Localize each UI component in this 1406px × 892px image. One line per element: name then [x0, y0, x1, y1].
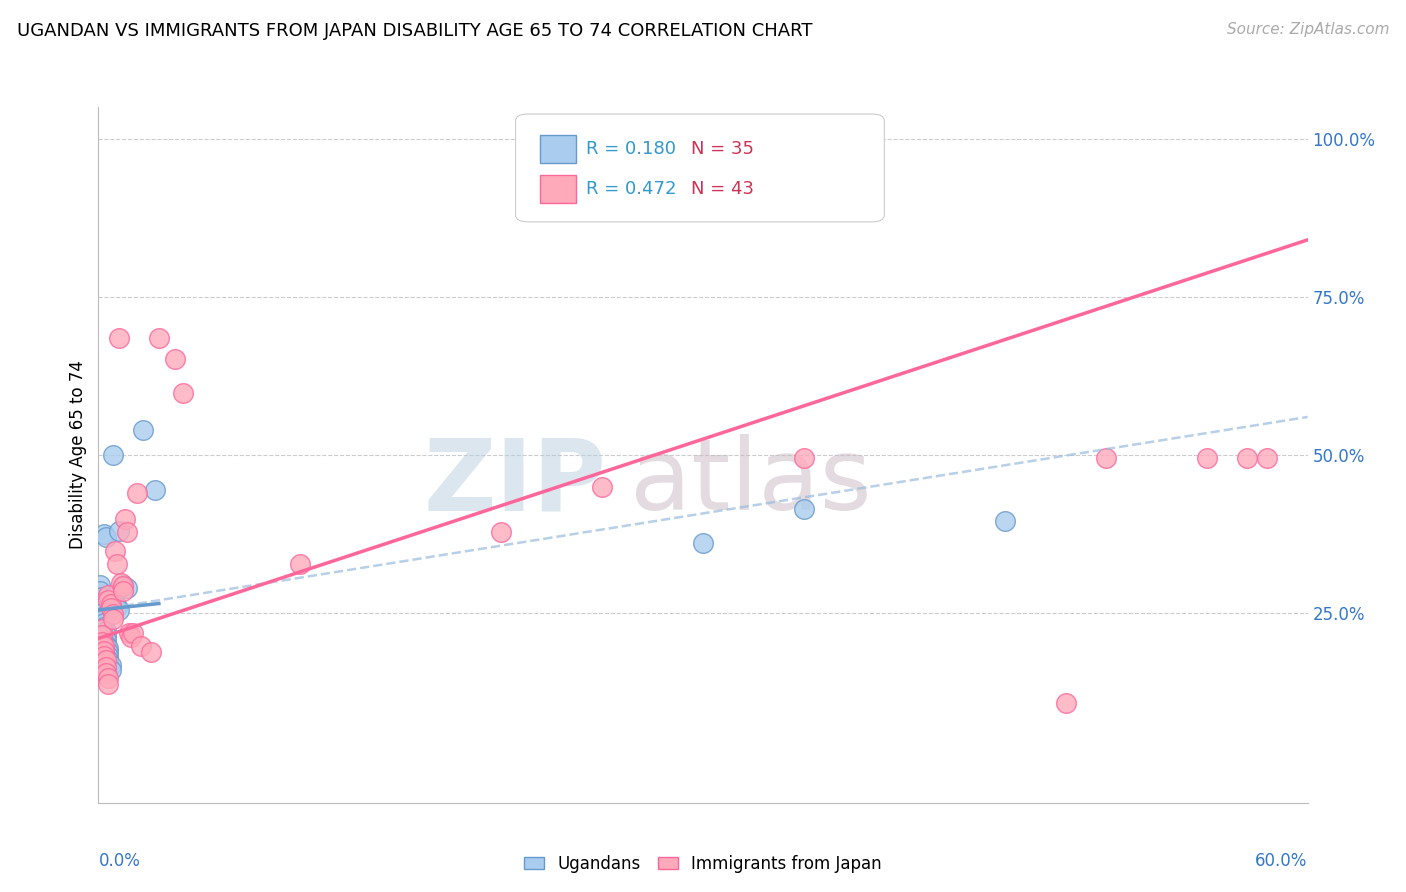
Point	[105, 557, 128, 571]
Point	[105, 599, 128, 614]
Point	[100, 657, 122, 672]
Point	[107, 524, 129, 538]
Point	[93, 644, 115, 658]
Point	[288, 557, 311, 571]
Point	[97, 593, 120, 607]
Point	[163, 351, 186, 366]
FancyBboxPatch shape	[516, 114, 884, 222]
Point	[97, 648, 120, 663]
FancyBboxPatch shape	[540, 135, 576, 162]
Point	[994, 514, 1017, 528]
Point	[103, 595, 125, 609]
Point	[125, 486, 148, 500]
Point	[97, 671, 120, 685]
Point	[114, 512, 136, 526]
Point	[89, 577, 111, 591]
Point	[96, 660, 118, 674]
Point	[103, 544, 125, 558]
Point	[115, 525, 138, 540]
Text: ZIP: ZIP	[423, 434, 606, 532]
Text: Source: ZipAtlas.com: Source: ZipAtlas.com	[1226, 22, 1389, 37]
Point	[1095, 451, 1118, 466]
Point	[115, 581, 138, 595]
Point	[97, 588, 120, 602]
Point	[1236, 451, 1258, 466]
Point	[129, 639, 152, 653]
Point	[793, 451, 815, 466]
Point	[101, 448, 124, 462]
Point	[100, 663, 122, 677]
Point	[91, 595, 114, 609]
Point	[1195, 451, 1218, 466]
Point	[148, 331, 170, 345]
Point	[100, 597, 122, 611]
Point	[1256, 451, 1278, 466]
Point	[89, 583, 111, 598]
Point	[101, 591, 124, 605]
Point	[132, 423, 155, 437]
Point	[91, 622, 114, 636]
Point	[97, 653, 120, 667]
Point	[120, 630, 142, 644]
Text: R = 0.472: R = 0.472	[586, 180, 676, 198]
Text: N = 35: N = 35	[690, 140, 754, 158]
Point	[101, 607, 124, 622]
Point	[101, 612, 124, 626]
Point	[93, 615, 115, 630]
Point	[93, 527, 115, 541]
Point	[93, 609, 115, 624]
Point	[96, 666, 118, 681]
Point	[110, 575, 132, 590]
Point	[491, 525, 513, 540]
Text: N = 43: N = 43	[690, 180, 754, 198]
Point	[111, 579, 134, 593]
Text: UGANDAN VS IMMIGRANTS FROM JAPAN DISABILITY AGE 65 TO 74 CORRELATION CHART: UGANDAN VS IMMIGRANTS FROM JAPAN DISABIL…	[17, 22, 813, 40]
Point	[111, 577, 134, 591]
Point	[91, 634, 114, 648]
Point	[93, 620, 115, 634]
Point	[93, 648, 115, 663]
Text: 60.0%: 60.0%	[1256, 852, 1308, 870]
Point	[591, 479, 613, 493]
Point	[91, 601, 114, 615]
Point	[97, 677, 120, 691]
Point	[121, 626, 143, 640]
Point	[93, 605, 115, 619]
Y-axis label: Disability Age 65 to 74: Disability Age 65 to 74	[69, 360, 87, 549]
Point	[107, 603, 129, 617]
Legend: Ugandans, Immigrants from Japan: Ugandans, Immigrants from Japan	[517, 848, 889, 880]
Point	[96, 653, 118, 667]
Point	[96, 530, 118, 544]
Point	[97, 640, 120, 655]
Point	[91, 628, 114, 642]
Text: 0.0%: 0.0%	[98, 852, 141, 870]
Point	[97, 645, 120, 659]
Text: atlas: atlas	[630, 434, 872, 532]
Point	[118, 626, 141, 640]
Point	[107, 331, 129, 345]
Point	[143, 483, 166, 497]
Point	[172, 386, 194, 401]
Point	[96, 624, 118, 638]
Point	[111, 583, 134, 598]
FancyBboxPatch shape	[540, 175, 576, 203]
Point	[1054, 696, 1077, 710]
Point	[692, 536, 714, 550]
Point	[793, 501, 815, 516]
Point	[96, 632, 118, 647]
Point	[93, 639, 115, 653]
Point	[100, 601, 122, 615]
Point	[96, 628, 118, 642]
Text: R = 0.180: R = 0.180	[586, 140, 676, 158]
Point	[96, 638, 118, 652]
Point	[139, 645, 162, 659]
Point	[91, 591, 114, 605]
Point	[93, 612, 115, 626]
